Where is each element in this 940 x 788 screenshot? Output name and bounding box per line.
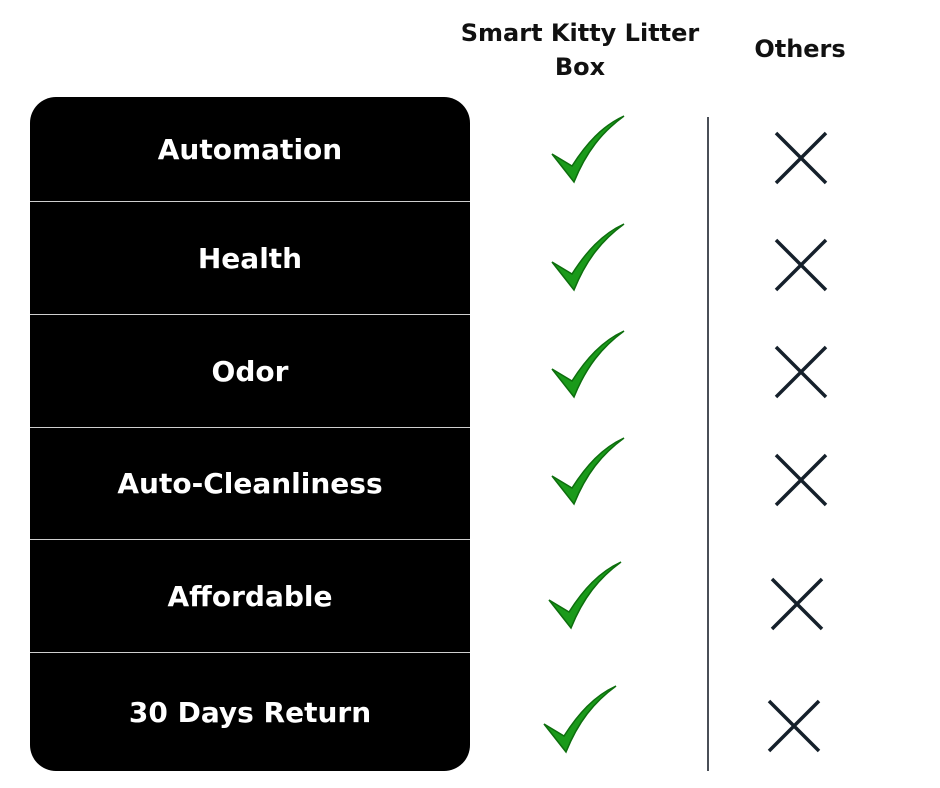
column-divider [707, 117, 709, 771]
check-icon [550, 114, 626, 190]
feature-label: Automation [157, 132, 343, 166]
feature-row: Auto-Cleanliness [30, 428, 470, 540]
check-icon [542, 684, 618, 760]
feature-label: Health [197, 241, 303, 275]
feature-label: Affordable [167, 579, 333, 613]
check-icon [547, 560, 623, 636]
feature-label: Odor [211, 354, 289, 388]
cross-icon [773, 344, 829, 404]
feature-label: 30 Days Return [128, 695, 372, 729]
feature-row: Health [30, 202, 470, 315]
check-icon [550, 436, 626, 512]
feature-row: Odor [30, 315, 470, 428]
column-header-others: Others [754, 35, 846, 63]
cross-icon [773, 130, 829, 190]
column-header-product: Smart Kitty Litter Box [460, 19, 700, 81]
feature-label: Auto-Cleanliness [117, 467, 383, 500]
check-icon [550, 222, 626, 298]
cross-icon [766, 698, 822, 758]
feature-panel: Automation Health Odor Auto-Cleanliness Affo… [30, 97, 470, 771]
cross-icon [769, 576, 825, 636]
feature-row: Affordable [30, 540, 470, 653]
cross-icon [773, 237, 829, 297]
feature-row: Automation [30, 97, 470, 202]
check-icon [550, 329, 626, 405]
cross-icon [773, 452, 829, 512]
feature-row: 30 Days Return [30, 653, 470, 771]
